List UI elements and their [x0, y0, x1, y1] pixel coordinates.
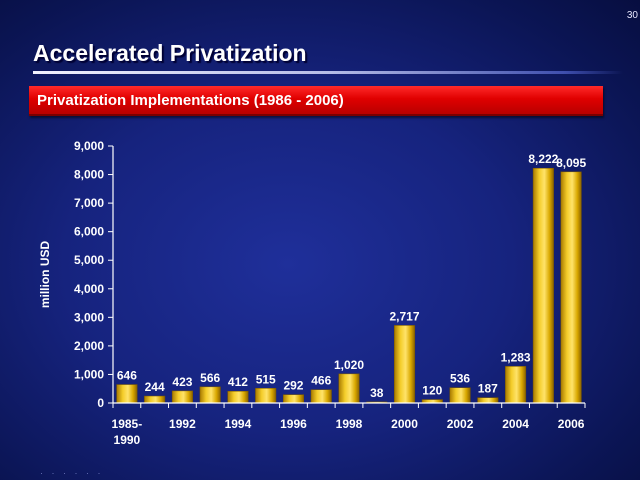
data-label: 8,222: [528, 152, 558, 166]
data-label: 536: [450, 372, 470, 386]
y-tick-label: 4,000: [74, 282, 104, 296]
y-tick-label: 5,000: [74, 253, 104, 267]
bar: [171, 390, 193, 404]
y-tick-label: 7,000: [74, 196, 104, 210]
x-tick-label: 1985-: [112, 417, 143, 431]
x-tick-label: 1992: [169, 417, 196, 431]
bar: [560, 171, 582, 404]
y-tick-label: 1,000: [74, 367, 104, 381]
bar: [227, 390, 249, 404]
x-tick-label: 2002: [447, 417, 474, 431]
slide-title: Accelerated Privatization: [33, 40, 307, 66]
y-tick-label: 8,000: [74, 168, 104, 182]
bar: [199, 386, 221, 404]
bar: [449, 387, 471, 404]
data-label: 1,020: [334, 358, 364, 372]
data-label: 515: [256, 372, 276, 386]
title-underline: [33, 71, 623, 74]
bar: [282, 394, 305, 404]
data-label: 1,283: [501, 350, 531, 364]
footer-dots: · · · · · ·: [40, 468, 104, 478]
bar: [144, 395, 166, 404]
chart-banner-text: Privatization Implementations (1986 - 20…: [37, 92, 344, 109]
x-tick-label: 2006: [558, 417, 585, 431]
x-tick-label: 1998: [336, 417, 363, 431]
bar: [310, 389, 332, 404]
data-label: 244: [145, 380, 165, 394]
x-tick-label: 2000: [391, 417, 418, 431]
data-label: 292: [283, 379, 303, 393]
data-label: 423: [172, 375, 192, 389]
data-label: 466: [311, 374, 331, 388]
data-label: 412: [228, 375, 248, 389]
data-label: 38: [370, 386, 384, 400]
x-tick-label: 1990: [114, 433, 141, 447]
data-label: 646: [117, 369, 137, 383]
y-tick-label: 0: [97, 396, 104, 410]
y-tick-label: 9,000: [74, 139, 104, 153]
bar: [116, 384, 138, 404]
y-tick-label: 2,000: [74, 339, 104, 353]
chart-banner: Privatization Implementations (1986 - 20…: [29, 86, 603, 116]
bar: [505, 366, 527, 404]
page-number: 30: [626, 10, 638, 21]
x-tick-label: 1994: [225, 417, 252, 431]
data-label: 8,095: [556, 156, 586, 170]
bar: [532, 167, 554, 404]
bar: [255, 388, 277, 404]
bar: [394, 325, 416, 404]
x-tick-label: 2004: [502, 417, 529, 431]
data-label: 187: [478, 382, 498, 396]
data-label: 566: [200, 371, 220, 385]
y-axis-title: million USD: [38, 241, 52, 309]
data-label: 2,717: [390, 309, 420, 323]
bar: [338, 373, 360, 404]
data-label: 120: [422, 384, 442, 398]
x-tick-label: 1996: [280, 417, 307, 431]
y-tick-label: 6,000: [74, 225, 104, 239]
y-tick-label: 3,000: [74, 310, 104, 324]
bar: [477, 397, 499, 404]
